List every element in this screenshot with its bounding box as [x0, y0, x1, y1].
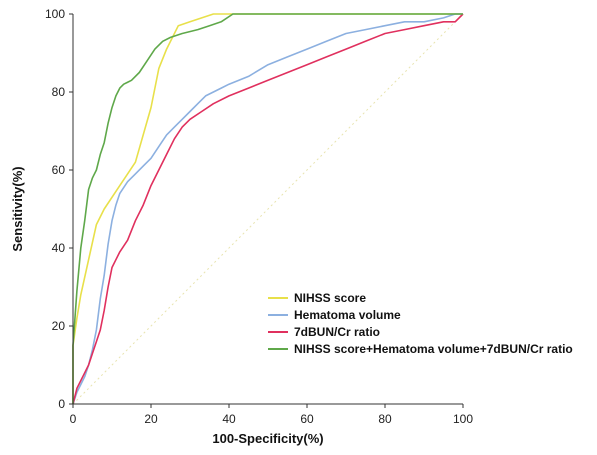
- x-axis-title: 100-Specificity(%): [212, 431, 323, 446]
- x-tick-label: 60: [300, 412, 314, 426]
- legend-label-2: Hematoma volume: [294, 308, 401, 322]
- axes-layer: [72, 14, 463, 405]
- series-layer: [72, 13, 464, 405]
- x-tick-label: 40: [222, 412, 236, 426]
- legend-label-1: NIHSS score: [294, 291, 366, 305]
- y-tick-label: 60: [52, 163, 66, 177]
- y-tick-label: 100: [45, 7, 65, 21]
- series-line-4: [72, 13, 463, 404]
- y-tick-label: 20: [52, 319, 66, 333]
- y-tick-label: 0: [58, 397, 65, 411]
- x-tick-label: 0: [70, 412, 77, 426]
- y-axis-title: Sensitivity(%): [10, 166, 25, 251]
- legend-label-4: NIHSS score+Hematoma volume+7dBUN/Cr rat…: [294, 342, 573, 356]
- x-tick-label: 80: [378, 412, 392, 426]
- x-tick-label: 100: [453, 412, 473, 426]
- y-tick-label: 80: [52, 85, 66, 99]
- y-tick-label: 40: [52, 241, 66, 255]
- ticks-layer: 0 20 40 60 80 100 0 20 40 60 80 100: [45, 7, 473, 426]
- series-line-2: [72, 13, 463, 405]
- reference-line-layer: [72, 13, 464, 405]
- x-tick-label: 20: [144, 412, 158, 426]
- series-line-1: [72, 13, 463, 404]
- reference-diagonal-line: [72, 13, 464, 405]
- series-line-3: [72, 13, 464, 405]
- legend: NIHSS score Hematoma volume 7dBUN/Cr ratio…: [268, 291, 573, 356]
- legend-label-3: 7dBUN/Cr ratio: [294, 325, 380, 339]
